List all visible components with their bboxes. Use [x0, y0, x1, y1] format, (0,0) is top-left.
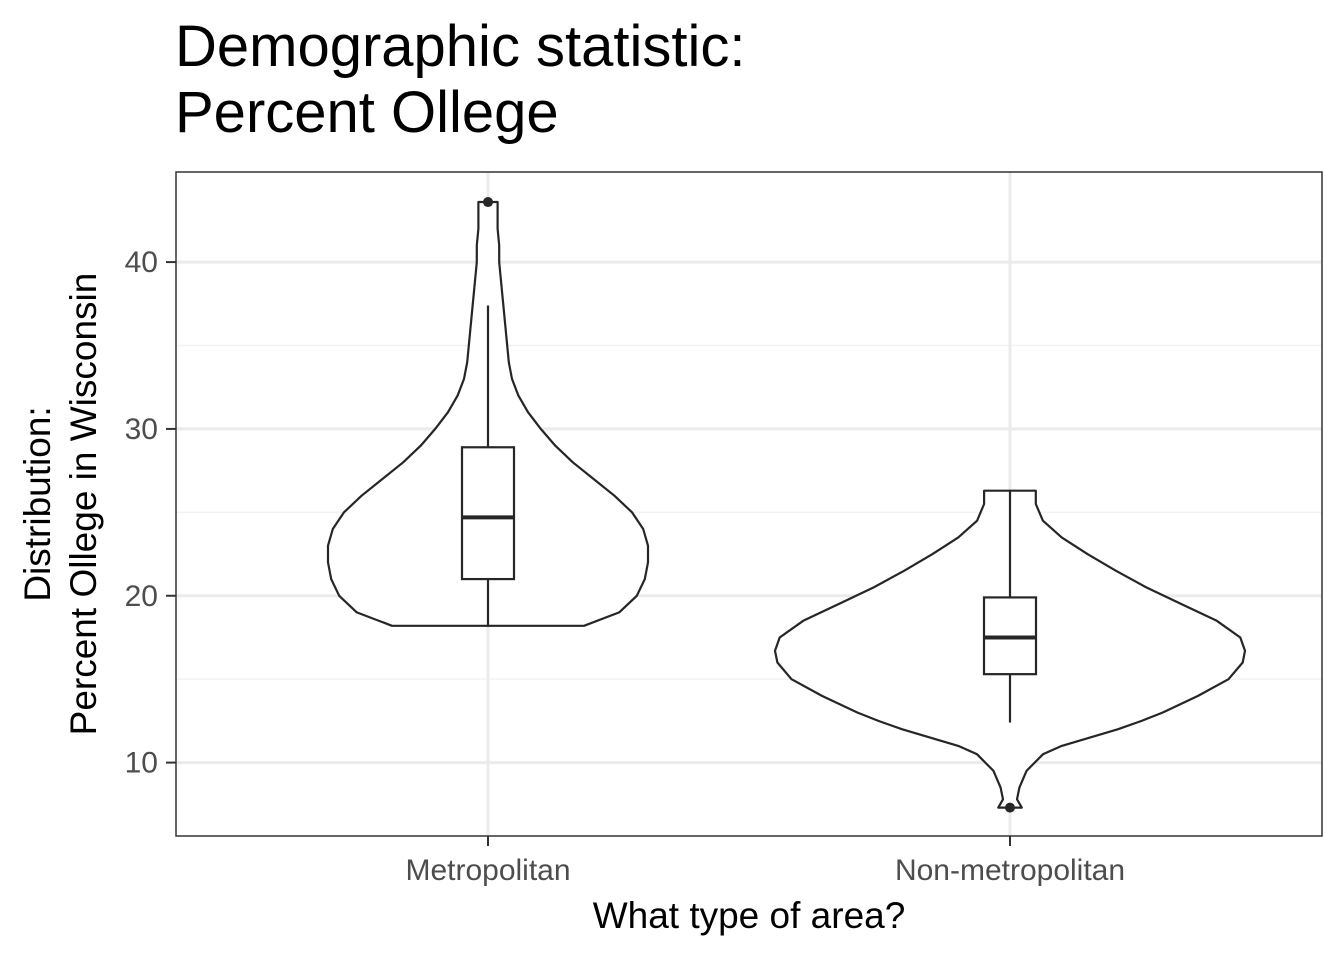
y-tick-label-40: 40: [125, 246, 158, 279]
box-metropolitan: [460, 446, 516, 581]
chart-title-line-1: Demographic statistic:: [175, 14, 746, 79]
chart-title: Demographic statistic: Percent Ollege: [175, 14, 746, 146]
y-tick-label-10: 10: [125, 747, 158, 780]
y-tick-label-20: 20: [125, 580, 158, 613]
x-tick-label-non-metropolitan: Non-metropolitan: [895, 854, 1125, 887]
x-tick-label-metropolitan: Metropolitan: [405, 854, 570, 887]
panel-border: [175, 171, 1323, 837]
y-axis-title-line-2: Percent Ollege in Wisconsin: [63, 273, 104, 736]
chart-marks: [326, 197, 1247, 813]
grid-lines: [176, 172, 1322, 836]
y-axis-title-line-1: Distribution:: [17, 406, 58, 601]
outlier-metropolitan-0: [483, 197, 493, 208]
y-tick-label-30: 30: [125, 413, 158, 446]
axes: 10 20 30 40 Metropolitan Non-metropolitan: [125, 246, 1125, 887]
x-axis-title: What type of area?: [593, 895, 906, 936]
outlier-non-metropolitan-0: [1005, 802, 1015, 813]
chart-title-line-2: Percent Ollege: [175, 80, 559, 145]
